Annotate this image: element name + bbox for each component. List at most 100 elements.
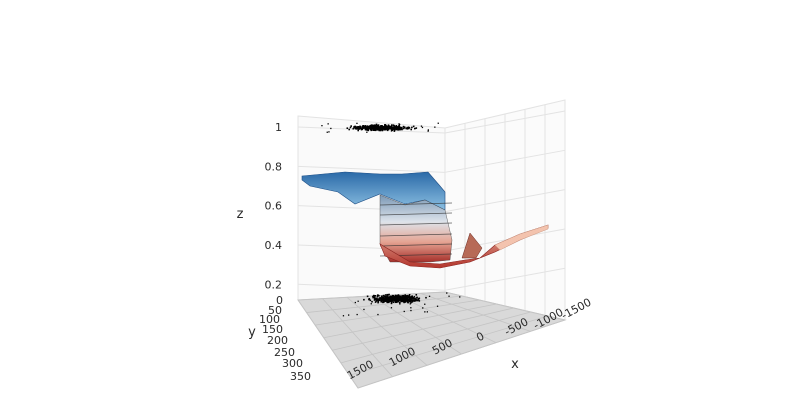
scatter-point-top [366,129,369,131]
scatter-point-floor [368,298,371,300]
scatter-point-floor [386,300,389,303]
scatter-point-floor [387,294,390,296]
scatter-point-top [390,126,392,128]
scatter-point-floor [372,295,374,298]
scatter-point-floor [409,299,412,301]
scatter-point-top [386,125,388,128]
scatter-point-floor [400,300,402,303]
scatter-point-top [378,129,380,132]
scatter-point-floor [403,297,405,300]
scatter-point-top [387,124,390,126]
scatter-point-top [369,128,372,131]
scatter-point-top [406,126,408,129]
x-gridline-floor [420,292,531,332]
scatter-point-top [364,126,366,129]
scatter-point-top [370,128,373,130]
scatter-point-top [378,127,381,130]
scatter-point-top [353,125,356,128]
scatter-point-top [408,126,410,129]
scatter-point-floor [399,303,401,305]
scatter-point-top [399,127,402,129]
scatter-point-top [402,125,405,128]
scatter-point-top [412,125,415,128]
scatter-point-floor [380,300,382,303]
scatter-point-floor [380,295,383,298]
scatter-floor-layer [342,292,461,317]
scatter-point-top [414,127,416,130]
scatter-point-top [386,127,389,130]
scatter-point-top [376,129,378,131]
scatter-point-floor [410,297,413,300]
scatter-point-top [374,127,376,130]
scatter-point-floor [388,300,391,302]
scatter-top-layer [321,122,439,133]
scatter-point-floor [405,298,407,300]
scatter-point-top [434,126,436,128]
scatter-point-floor [356,313,358,316]
scatter-point-floor [426,311,428,313]
scatter-point-floor [377,313,379,316]
scatter-point-floor [401,300,403,302]
scatter-point-floor [383,299,385,301]
scatter-point-floor [415,299,417,301]
scatter-point-floor [436,305,439,307]
scatter-point-top [390,130,393,132]
scatter-point-floor [409,303,411,305]
scatter-point-top [365,128,368,130]
scatter-point-floor [384,300,387,302]
scatter-point-floor [393,299,395,302]
scatter-point-top [402,127,405,130]
scatter-point-floor [390,296,392,299]
scatter-point-floor [384,294,387,296]
scatter-point-floor [405,300,407,302]
scatter-point-top [384,128,386,130]
y-tick-label: 250 [274,346,295,359]
y-tick-label: 50 [268,304,282,317]
scatter-point-top [375,123,378,126]
scatter-point-floor [386,293,389,296]
scatter-point-top [374,125,376,127]
scatter-point-floor [383,298,385,300]
scatter-point-top [364,128,367,131]
scatter-point-floor [409,300,412,302]
scatter-point-floor [373,299,376,301]
scatter-point-floor [395,296,397,298]
scatter-point-top [385,125,388,128]
scatter-point-floor [394,298,396,300]
scatter-point-floor [415,297,418,299]
scatter-point-floor [395,298,397,300]
scatter-point-floor [388,297,390,300]
scatter-point-floor [383,295,385,297]
scatter-point-floor [357,300,359,302]
scatter-point-floor [395,300,398,302]
scatter-point-top [368,127,371,129]
scatter-point-top [398,123,400,125]
surface-spike [461,232,483,259]
surface-contour-line [379,233,453,237]
scatter-point-top [375,126,377,129]
scatter-point-floor [392,297,395,300]
scatter-point-top [381,128,384,131]
scatter-point-floor [374,295,377,297]
scatter-point-floor [385,297,388,299]
scatter-point-top [427,129,429,131]
scatter-point-floor [392,295,394,297]
scatter-point-floor [374,297,377,300]
scatter-point-top [398,124,400,126]
scatter-point-top [355,126,357,128]
scatter-point-floor [377,294,379,296]
scatter-point-floor [428,295,431,297]
scatter-point-floor [390,302,393,305]
scatter-point-floor [425,296,427,299]
scatter-point-top [367,128,369,130]
scatter-point-floor [408,294,411,296]
scatter-point-floor [372,296,375,299]
scatter-point-top [388,125,391,127]
scatter-point-top [366,131,368,133]
surface-contour-line [379,222,453,226]
scatter-point-top [391,129,394,132]
scatter-point-top [328,131,330,133]
scatter-point-floor [377,301,379,304]
